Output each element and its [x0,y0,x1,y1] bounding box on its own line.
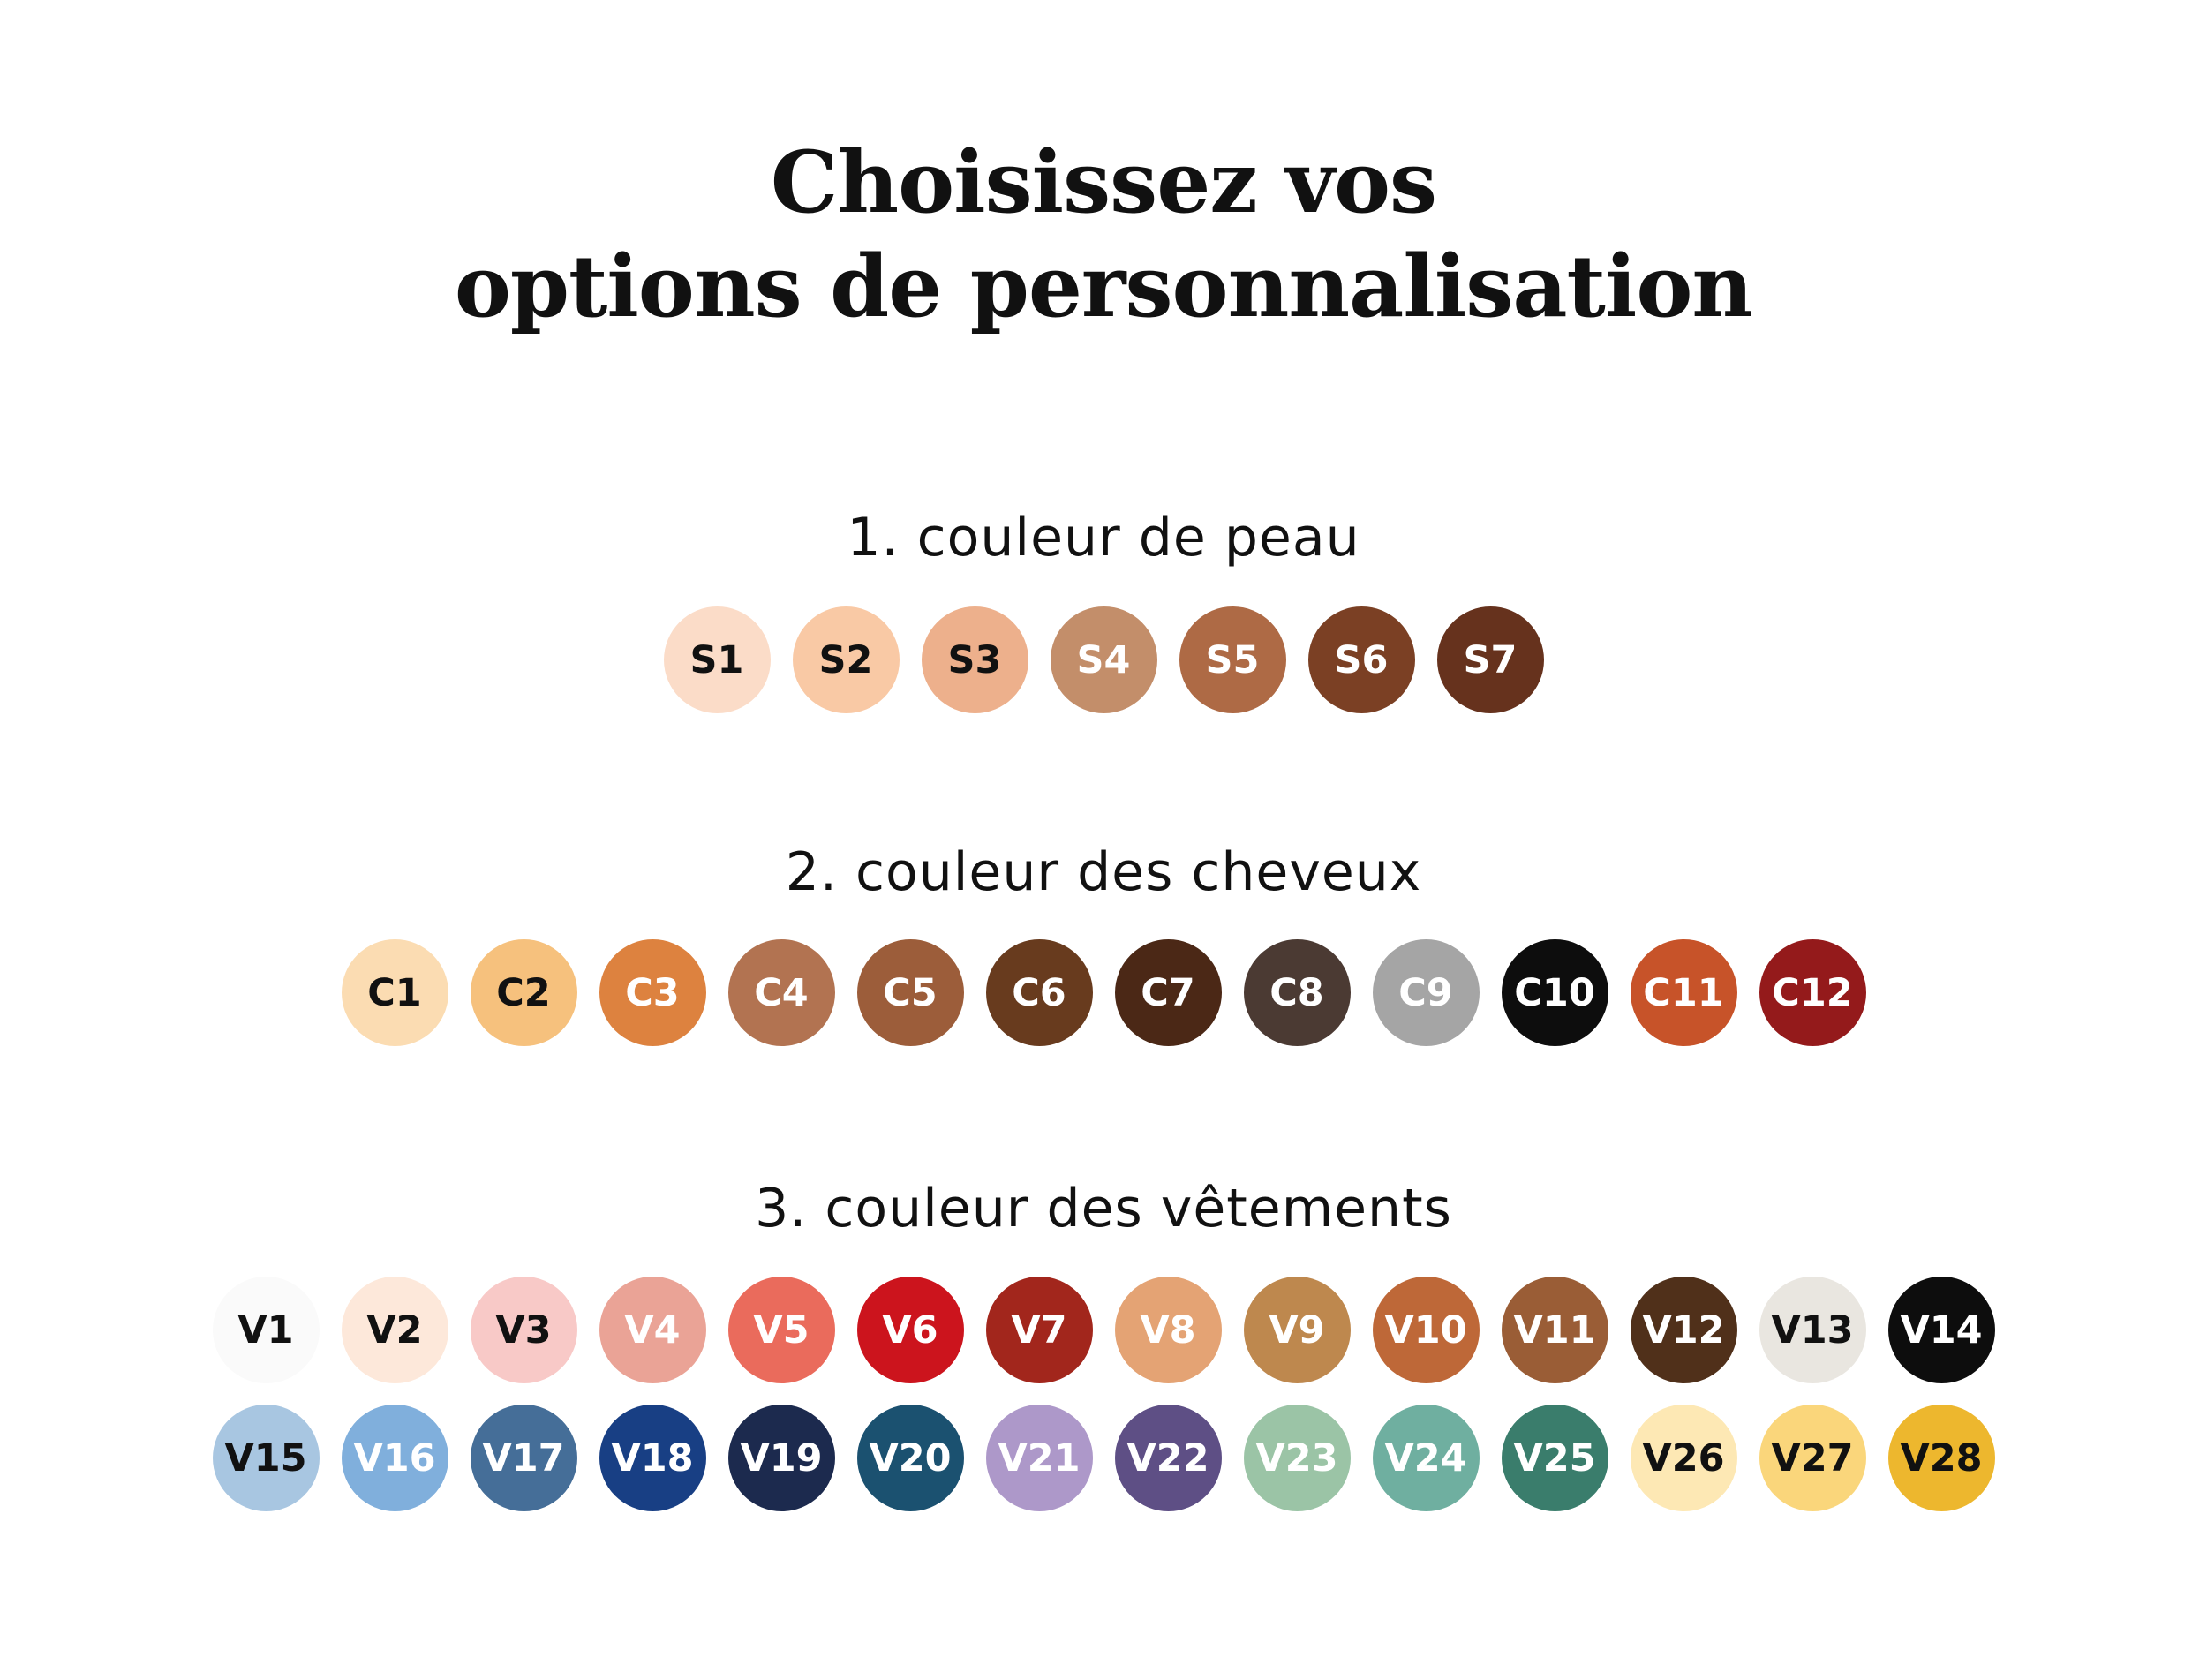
swatch-v15[interactable]: V15 [212,1405,320,1511]
swatch-s5[interactable]: S5 [1179,606,1286,713]
section-label-clothes: 3. couleur des vêtements [755,1178,1452,1239]
swatch-v12[interactable]: V12 [1630,1277,1737,1383]
swatch-v13[interactable]: V13 [1759,1277,1866,1383]
swatch-v9[interactable]: V9 [1243,1277,1351,1383]
swatch-c12[interactable]: C12 [1759,939,1866,1046]
section-label-hair: 2. couleur des cheveux [785,841,1422,903]
swatch-c10[interactable]: C10 [1501,939,1608,1046]
swatch-row-clothes-2: V15 V16 V17 V18 V19 V20 V21 V22 V23 V24 V25 V26 V27 V… [0,1405,2207,1511]
swatch-v20[interactable]: V20 [856,1405,964,1511]
swatch-c5[interactable]: C5 [856,939,964,1046]
swatch-v21[interactable]: V21 [985,1405,1093,1511]
swatch-v25[interactable]: V25 [1501,1405,1608,1511]
swatch-c8[interactable]: C8 [1243,939,1351,1046]
swatch-v4[interactable]: V4 [599,1277,706,1383]
swatch-v6[interactable]: V6 [856,1277,964,1383]
swatch-c4[interactable]: C4 [727,939,835,1046]
swatch-v16[interactable]: V16 [341,1405,448,1511]
swatch-s1[interactable]: S1 [663,606,771,713]
swatch-c7[interactable]: C7 [1114,939,1222,1046]
swatch-v11[interactable]: V11 [1501,1277,1608,1383]
page-title-line-1: Choisissez vos [770,132,1437,232]
swatch-s6[interactable]: S6 [1307,606,1415,713]
swatch-v28[interactable]: V28 [1887,1405,1995,1511]
swatch-v26[interactable]: V26 [1630,1405,1737,1511]
swatch-c2[interactable]: C2 [470,939,577,1046]
swatch-v10[interactable]: V10 [1372,1277,1480,1383]
swatch-c6[interactable]: C6 [985,939,1093,1046]
swatch-s7[interactable]: S7 [1436,606,1544,713]
swatch-v3[interactable]: V3 [470,1277,577,1383]
swatch-row-skin: S1 S2 S3 S4 S5 S6 S7 [0,606,2207,713]
page-title-line-2: options de personnalisation [454,237,1753,336]
swatch-s4[interactable]: S4 [1050,606,1157,713]
swatch-v8[interactable]: V8 [1114,1277,1222,1383]
swatch-row-hair: C1 C2 C3 C4 C5 C6 C7 C8 C9 C10 C11 C12 [0,939,2207,1046]
swatch-c9[interactable]: C9 [1372,939,1480,1046]
swatch-v1[interactable]: V1 [212,1277,320,1383]
swatch-v2[interactable]: V2 [341,1277,448,1383]
swatch-v14[interactable]: V14 [1887,1277,1995,1383]
page-title: Choisissez vos options de personnalisati… [0,131,2207,339]
swatch-row-clothes-1: V1 V2 V3 V4 V5 V6 V7 V8 V9 V10 V11 V12 V13 V14 [0,1277,2207,1383]
swatch-v23[interactable]: V23 [1243,1405,1351,1511]
swatch-v7[interactable]: V7 [985,1277,1093,1383]
swatch-s3[interactable]: S3 [921,606,1028,713]
swatch-v5[interactable]: V5 [727,1277,835,1383]
swatch-v27[interactable]: V27 [1759,1405,1866,1511]
swatch-c11[interactable]: C11 [1630,939,1737,1046]
swatch-c3[interactable]: C3 [599,939,706,1046]
swatch-s2[interactable]: S2 [792,606,900,713]
swatch-v19[interactable]: V19 [727,1405,835,1511]
swatch-v17[interactable]: V17 [470,1405,577,1511]
swatch-c1[interactable]: C1 [341,939,448,1046]
section-label-skin: 1. couleur de peau [847,507,1360,569]
swatch-v18[interactable]: V18 [599,1405,706,1511]
swatch-v22[interactable]: V22 [1114,1405,1222,1511]
swatch-v24[interactable]: V24 [1372,1405,1480,1511]
